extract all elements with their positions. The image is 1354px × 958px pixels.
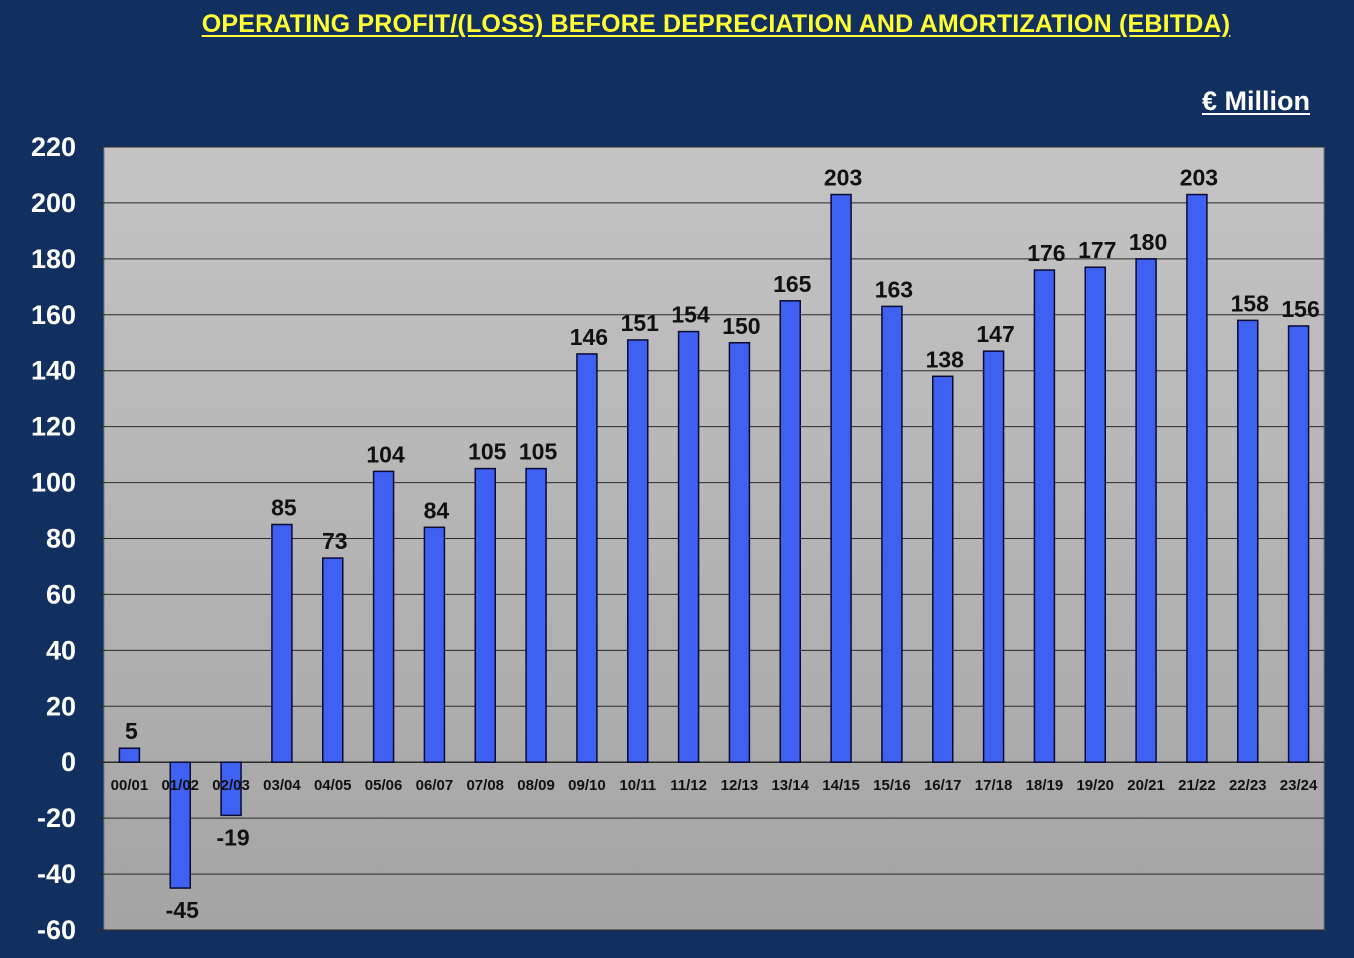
y-tick-label: 180 [31,244,76,274]
bar [627,339,649,763]
y-tick-label: -20 [37,803,76,833]
data-label: 203 [824,165,862,191]
x-tick-label: 06/07 [416,777,454,794]
chart-title: OPERATING PROFIT/(LOSS) BEFORE DEPRECIAT… [201,10,1231,38]
y-tick-label: -40 [37,859,76,889]
bar [322,557,344,763]
bar [982,350,1005,763]
bar [1084,266,1106,763]
data-label: 177 [1078,237,1116,263]
x-tick-label: 08/09 [517,777,555,794]
y-tick-label: 160 [31,300,76,330]
x-tick-label: 10/11 [619,777,656,794]
x-tick-label: 11/12 [670,777,707,794]
x-tick-label: 18/19 [1026,777,1064,794]
bar [423,526,446,763]
data-label: -19 [216,824,249,850]
x-tick-label: 12/13 [721,777,759,794]
bar [830,193,852,763]
data-label: 138 [926,346,965,372]
x-tick-label: 17/18 [975,777,1013,794]
bar [220,761,242,817]
y-tick-label: 200 [31,188,76,218]
x-tick-label: 09/10 [568,777,606,794]
x-tick-label: 23/24 [1280,777,1318,794]
bar [576,353,598,763]
x-tick-label: 20/21 [1127,777,1165,794]
x-tick-label: 02/03 [212,777,250,794]
y-tick-label: 40 [46,635,76,665]
y-tick-label: 140 [31,356,76,386]
data-label: 104 [366,441,405,467]
data-label: 146 [570,324,608,350]
x-tick-label: 14/15 [822,777,860,794]
x-tick-label: 01/02 [161,777,199,794]
data-label: 5 [125,718,138,744]
y-tick-label: 20 [46,691,76,721]
y-tick-label: 80 [46,524,76,554]
x-tick-label: 00/01 [111,777,149,794]
x-tick-label: 13/14 [771,777,809,794]
bar [525,467,547,763]
data-label: 165 [773,271,812,297]
data-label: 154 [671,302,710,328]
bar [881,305,903,763]
y-tick-label: 220 [31,132,76,162]
bar [1186,193,1208,763]
data-label: 73 [322,528,348,554]
bar [728,342,751,763]
x-tick-label: 19/20 [1076,777,1114,794]
data-label: 180 [1129,229,1167,255]
data-label: 156 [1281,296,1319,322]
bar [169,761,191,889]
data-label: 105 [468,439,507,465]
data-label: 150 [722,313,760,339]
data-label: 203 [1180,165,1218,191]
data-label: 158 [1231,290,1270,316]
x-tick-label: 07/08 [466,777,504,794]
x-tick-label: 22/23 [1229,777,1267,794]
data-label: 105 [519,439,558,465]
bar [932,375,954,763]
data-label: -45 [166,897,199,923]
data-label: 176 [1027,240,1065,266]
y-tick-label: 60 [46,579,76,609]
data-label: 163 [875,276,913,302]
data-label: 151 [621,310,660,336]
bar [1237,319,1259,763]
x-tick-label: 21/22 [1178,777,1216,794]
bar [474,467,496,763]
x-tick-label: 15/16 [873,777,911,794]
x-tick-label: 04/05 [314,777,352,794]
x-tick-label: 05/06 [365,777,403,794]
bar [271,523,293,763]
y-tick-label: -60 [37,915,76,945]
bar [372,470,395,763]
data-label: 85 [271,495,297,521]
bar [1287,325,1310,763]
y-tick-label: 120 [31,412,76,442]
x-tick-label: 03/04 [263,777,301,794]
bar [779,300,801,763]
bar [1135,258,1157,763]
data-label: 147 [976,321,1014,347]
bar [1033,269,1056,763]
y-tick-label: 100 [31,468,76,498]
bar [677,330,700,763]
data-label: 84 [424,497,450,523]
bar [118,747,141,763]
y-tick-label: 0 [61,747,76,777]
unit-label: € Million [1202,86,1310,116]
x-tick-label: 16/17 [924,777,962,794]
